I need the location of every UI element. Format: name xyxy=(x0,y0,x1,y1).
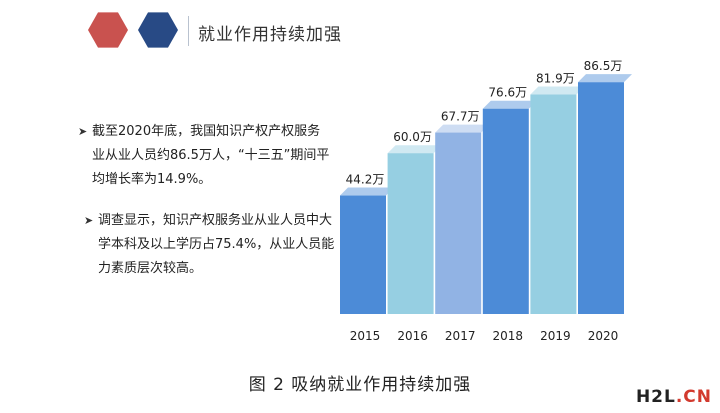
bar-2017 xyxy=(435,124,490,314)
bar-top-face xyxy=(482,100,537,109)
watermark-text-a: H2L xyxy=(635,387,676,407)
bar-front-face xyxy=(340,195,386,314)
x-tick-label: 2019 xyxy=(540,329,571,343)
bullet-text-2: 调查显示，知识产权服务业从业人员中大学本科及以上学历占75.4%，从业人员能力素… xyxy=(98,213,335,276)
bar-front-face xyxy=(482,108,529,314)
bar-front-face xyxy=(578,82,624,315)
bar-top-face xyxy=(435,124,490,133)
header-divider xyxy=(188,16,189,46)
bar-2015 xyxy=(340,187,394,314)
arrow-bullet-icon: ➤ xyxy=(78,125,88,138)
header-decoration: 就业作用持续加强 xyxy=(88,10,388,54)
bar-top-face xyxy=(387,145,442,154)
blue-hexagon-icon xyxy=(138,12,178,48)
bullet-point-1: ➤ 截至2020年底，我国知识产权产权服务业从业人员约86.5万人，“十三五”期… xyxy=(78,120,332,192)
bar-2018 xyxy=(482,100,537,314)
x-tick-label: 2020 xyxy=(588,329,619,343)
watermark-logo: H2L.CN xyxy=(636,387,712,407)
bar-top-face xyxy=(530,86,585,95)
bar-front-face xyxy=(435,132,482,314)
bullet-text-1: 截至2020年底，我国知识产权产权服务业从业人员约86.5万人，“十三五”期间平… xyxy=(92,124,330,187)
bar-2019 xyxy=(530,86,585,315)
bar-2020 xyxy=(578,74,632,315)
bar-front-face xyxy=(387,153,434,314)
watermark-text-b: .CN xyxy=(675,387,712,407)
bar-2016 xyxy=(387,145,442,314)
data-label: 60.0万 xyxy=(393,130,432,144)
bar-top-face xyxy=(340,187,394,196)
figure-caption: 图 2 吸纳就业作用持续加强 xyxy=(248,375,472,395)
data-label: 44.2万 xyxy=(346,173,385,187)
bar-front-face xyxy=(530,94,577,315)
data-label: 67.7万 xyxy=(441,110,480,124)
x-tick-label: 2017 xyxy=(445,329,476,343)
bar-top-face xyxy=(578,74,632,83)
data-label: 81.9万 xyxy=(536,72,575,86)
data-label: 76.6万 xyxy=(488,86,527,100)
data-label: 86.5万 xyxy=(584,59,623,73)
x-tick-label: 2015 xyxy=(350,329,381,343)
arrow-bullet-icon: ➤ xyxy=(84,214,94,227)
x-tick-label: 2016 xyxy=(397,329,428,343)
page-title: 就业作用持续加强 xyxy=(198,25,342,45)
x-tick-label: 2018 xyxy=(493,329,524,343)
bullet-point-2: ➤ 调查显示，知识产权服务业从业人员中大学本科及以上学历占75.4%，从业人员能… xyxy=(84,209,338,281)
